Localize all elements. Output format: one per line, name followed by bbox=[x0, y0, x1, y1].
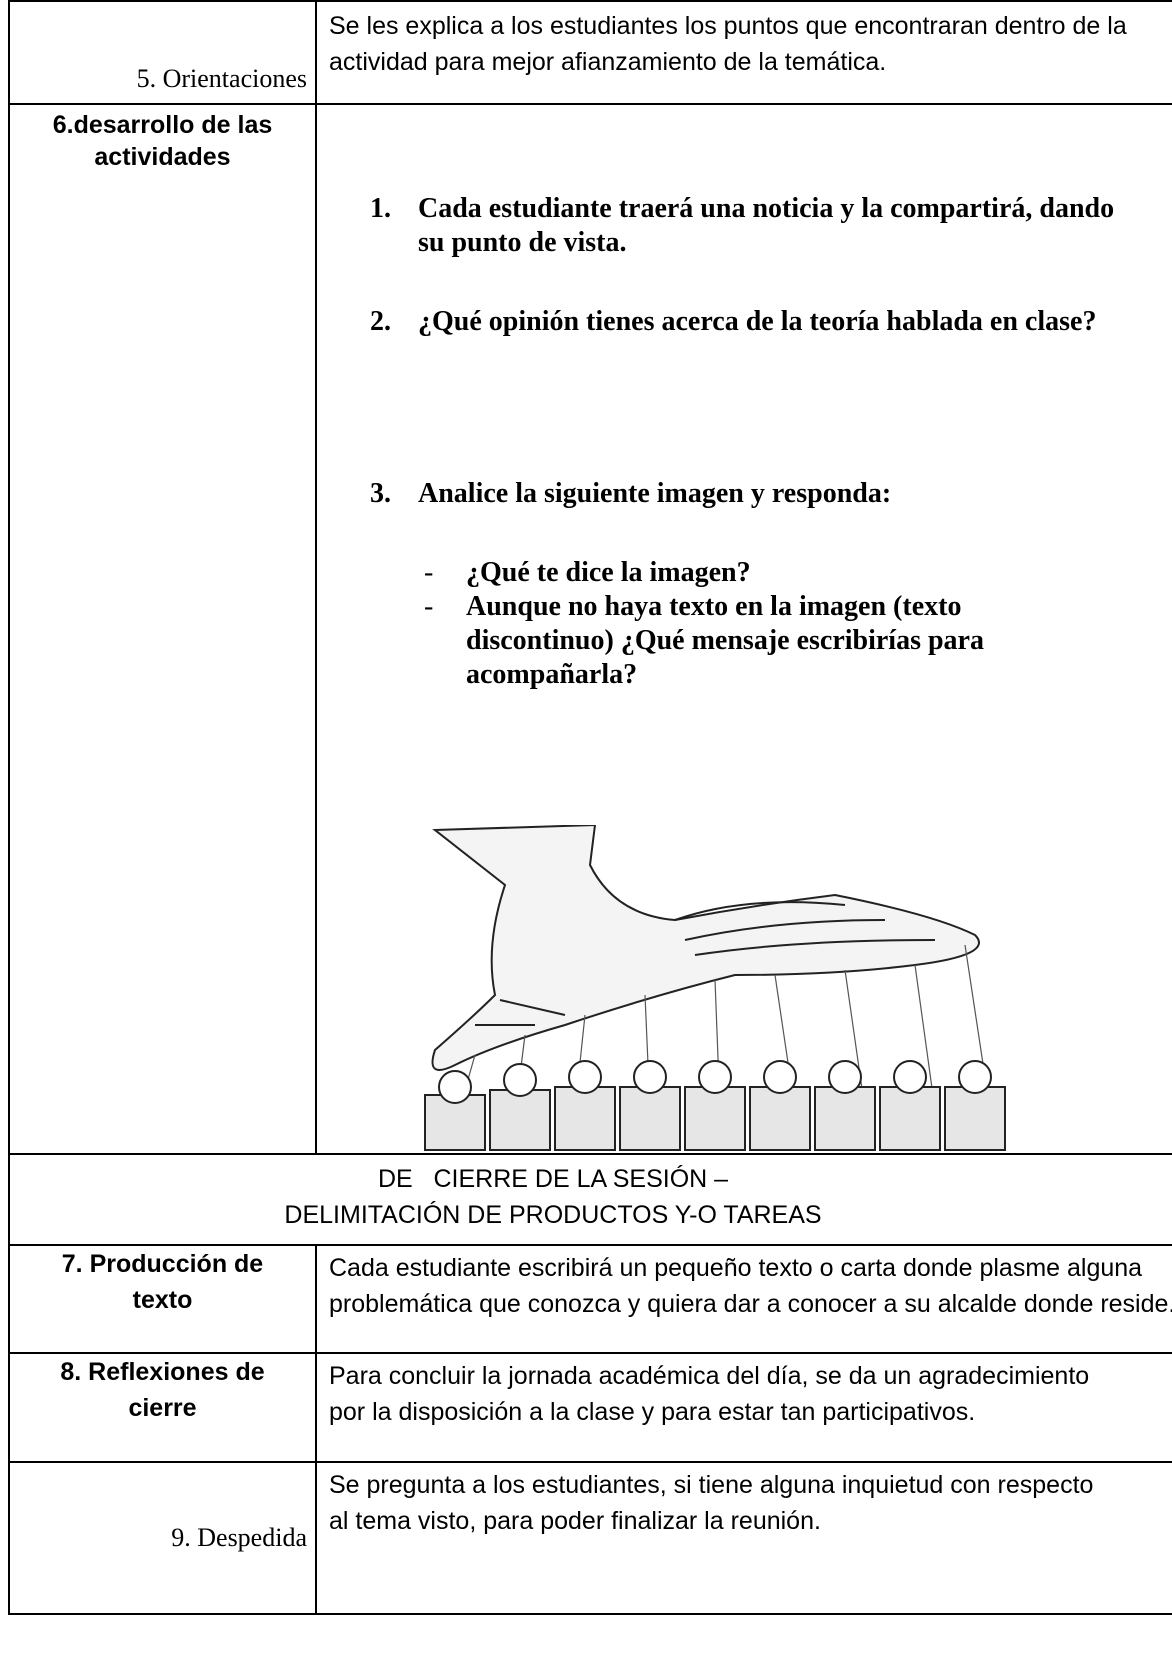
row: 8. Reflexiones de cierre Para concluir l… bbox=[8, 1352, 1172, 1463]
sub-item: - ¿Qué te dice la imagen? bbox=[424, 556, 1064, 590]
row-content bbox=[315, 103, 1172, 1155]
heading-line: DE CIERRE DE LA SESIÓN – bbox=[377, 1165, 729, 1193]
session-table: 5. Orientaciones Se les explica a los es… bbox=[8, 0, 1172, 1615]
item-number: 1. bbox=[370, 193, 391, 224]
row: 5. Orientaciones Se les explica a los es… bbox=[8, 0, 1172, 105]
activity-item: 3. Analice la siguiente imagen y responda… bbox=[370, 477, 1120, 511]
item-text: Analice la siguiente imagen y responda: bbox=[418, 478, 892, 509]
row-content: Se pregunta a los estudiantes, si tiene … bbox=[315, 1461, 1172, 1615]
row-label: 9. Despedida bbox=[8, 1461, 317, 1615]
sub-item-text: Aunque no haya texto en la imagen (texto… bbox=[466, 591, 984, 690]
row-label: 6.desarrollo de las actividades bbox=[8, 103, 317, 1155]
sub-item-text: ¿Qué te dice la imagen? bbox=[466, 557, 751, 588]
row: 7. Producción de texto Cada estudiante e… bbox=[8, 1244, 1172, 1354]
sub-item: - Aunque no haya texto en la imagen (text… bbox=[424, 590, 1064, 692]
row-label: 5. Orientaciones bbox=[8, 0, 317, 105]
section-heading: DE CIERRE DE LA SESIÓN – DELIMITACIÓN DE… bbox=[8, 1153, 1172, 1246]
row: 9. Despedida Se pregunta a los estudiant… bbox=[8, 1461, 1172, 1615]
row-content: Se les explica a los estudiantes los pun… bbox=[315, 0, 1172, 105]
activity-item: 1. Cada estudiante traerá una noticia y l… bbox=[370, 192, 1120, 260]
row: DE CIERRE DE LA SESIÓN – DELIMITACIÓN DE… bbox=[8, 1153, 1172, 1246]
activity-item: 2. ¿Qué opinión tienes acerca de la teorí… bbox=[370, 305, 1120, 339]
row-label: 8. Reflexiones de cierre bbox=[8, 1352, 317, 1463]
item-text: Cada estudiante traerá una noticia y la … bbox=[418, 193, 1115, 258]
item-text: ¿Qué opinión tienes acerca de la teoría … bbox=[418, 306, 1097, 337]
row-content: Cada estudiante escribirá un pequeño tex… bbox=[315, 1244, 1172, 1354]
row-content: Para concluir la jornada académica del d… bbox=[315, 1352, 1172, 1463]
bullet: - bbox=[424, 557, 434, 588]
item-number: 3. bbox=[370, 478, 391, 509]
row-label: 7. Producción de texto bbox=[8, 1244, 317, 1354]
cartoon-illustration bbox=[424, 825, 1006, 1151]
bullet: - bbox=[424, 591, 434, 622]
row: 6.desarrollo de las actividades bbox=[8, 103, 1172, 1155]
heading-line: DELIMITACIÓN DE PRODUCTOS Y-O TAREAS bbox=[284, 1201, 822, 1229]
item-number: 2. bbox=[370, 306, 391, 337]
